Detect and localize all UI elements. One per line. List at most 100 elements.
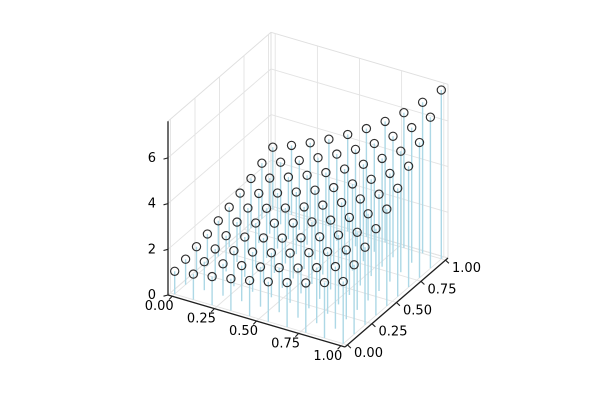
- stem-marker: [403, 161, 414, 171]
- stem-marker: [321, 167, 331, 178]
- stem-marker: [377, 153, 387, 164]
- x-tick-label: 0.00: [145, 299, 174, 314]
- tick-labels: 0.00 0.25 0.50 0.75 1.00 0.00 0.25 0.50 0.75 1.00…: [145, 151, 481, 364]
- stem-marker: [380, 116, 390, 127]
- stem-marker: [302, 170, 312, 180]
- stem-marker: [312, 262, 322, 273]
- stem-marker: [347, 179, 358, 189]
- y-tick-label: 1.00: [452, 261, 481, 276]
- z-tick-label: 4: [148, 197, 156, 212]
- y-tick-label: 0.00: [354, 346, 383, 361]
- stem-marker: [257, 158, 267, 168]
- stem-marker: [393, 183, 403, 193]
- y-tick-label: 0.25: [379, 325, 408, 340]
- stem-marker: [325, 215, 336, 225]
- z-tick-label: 0: [148, 288, 156, 303]
- stem-marker: [221, 231, 231, 241]
- stem-marker: [229, 246, 239, 256]
- stem-marker: [352, 227, 362, 237]
- stem-marker: [366, 174, 376, 184]
- stem-marker: [414, 137, 425, 148]
- stem-marker: [374, 189, 384, 199]
- stem-marker: [265, 173, 275, 183]
- stem-marker: [299, 202, 309, 212]
- stem-marker: [283, 172, 294, 182]
- stem-marker: [293, 263, 303, 273]
- stem-marker: [319, 277, 330, 288]
- stem-marker: [286, 140, 297, 151]
- stem-marker: [282, 277, 292, 288]
- stem-marker: [213, 216, 223, 226]
- stem-marker: [329, 182, 339, 193]
- stem-marker: [361, 123, 372, 134]
- stem-marker: [407, 122, 417, 133]
- stem-marker: [310, 185, 320, 195]
- x-tick-label: 0.50: [229, 324, 258, 339]
- stem-marker: [202, 229, 213, 239]
- x-tick-label: 1.00: [313, 349, 342, 364]
- stem-marker: [344, 212, 355, 223]
- stem-marker: [305, 138, 315, 148]
- stem-marker: [251, 218, 261, 228]
- stem-marker: [254, 188, 264, 199]
- stem-marker: [315, 232, 325, 242]
- stem-marker: [266, 248, 277, 258]
- stem-marker: [330, 261, 341, 272]
- stem-marker: [369, 138, 379, 149]
- stem-marker: [243, 203, 253, 213]
- stem-marker: [385, 168, 395, 179]
- stem-marker: [313, 153, 323, 163]
- stem-marker: [318, 200, 328, 210]
- stem-marker: [218, 259, 228, 269]
- stem-marker: [237, 260, 247, 271]
- stem-marker: [280, 203, 291, 213]
- stem-marker: [341, 245, 351, 255]
- stem-marker: [304, 248, 314, 258]
- stem-marker: [210, 244, 220, 254]
- stem-marker: [332, 149, 342, 159]
- stem-marker: [261, 203, 272, 213]
- stem-marker: [170, 266, 180, 276]
- stem-marker: [343, 129, 353, 140]
- stem-marker: [288, 218, 298, 228]
- x-tick-label: 0.75: [271, 336, 300, 351]
- stem-marker: [436, 85, 446, 95]
- stem-marker: [240, 232, 250, 242]
- stem-marker: [263, 277, 273, 287]
- stem-marker: [180, 254, 191, 264]
- stem-marker: [355, 194, 365, 204]
- stem-marker: [349, 260, 359, 270]
- stem-marker: [246, 173, 256, 184]
- stem-marker: [255, 262, 266, 272]
- stem-marker: [363, 209, 373, 219]
- stem-marker: [247, 247, 258, 257]
- stem-marker: [191, 242, 202, 252]
- stem-marker: [268, 142, 278, 152]
- stem-marker: [296, 233, 306, 243]
- stem-marker: [339, 164, 350, 174]
- stem-marker: [275, 157, 286, 167]
- stem-marker: [199, 257, 209, 267]
- stem-marker: [360, 242, 370, 252]
- stem-marker: [371, 224, 381, 234]
- z-tick-label: 6: [148, 151, 156, 166]
- z-tick-label: 2: [148, 242, 156, 257]
- stem-marker: [188, 269, 199, 279]
- stem-marker: [301, 278, 311, 288]
- stem-marker: [258, 233, 269, 243]
- stem-marker: [358, 159, 369, 169]
- stem-marker: [291, 187, 301, 197]
- stem-marker: [285, 248, 295, 258]
- y-tick-label: 0.50: [403, 304, 432, 319]
- stem-marker: [226, 274, 236, 284]
- stem-marker: [333, 230, 344, 240]
- stem-marker: [399, 108, 409, 118]
- stem-marker: [382, 204, 392, 214]
- stem-marker: [244, 275, 255, 286]
- stem-marker: [274, 263, 284, 273]
- stem-marker: [336, 197, 347, 208]
- tick-marks: [163, 157, 450, 350]
- stem-marker: [272, 188, 283, 198]
